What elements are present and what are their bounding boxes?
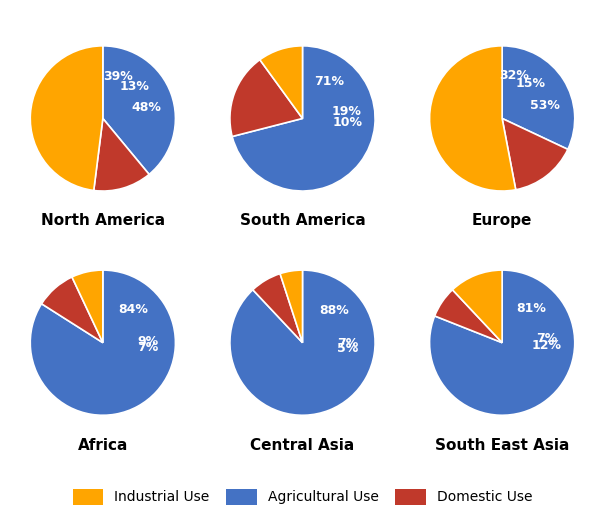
Text: 53%: 53%	[531, 99, 560, 112]
Title: North America: North America	[41, 213, 165, 228]
Text: 10%: 10%	[332, 116, 362, 129]
Title: South East Asia: South East Asia	[435, 438, 569, 453]
Title: Europe: Europe	[472, 213, 532, 228]
Wedge shape	[280, 270, 302, 343]
Wedge shape	[42, 277, 103, 343]
Wedge shape	[253, 274, 302, 343]
Wedge shape	[502, 46, 575, 149]
Text: 81%: 81%	[517, 302, 546, 315]
Wedge shape	[230, 60, 302, 137]
Wedge shape	[430, 270, 575, 416]
Text: 32%: 32%	[500, 69, 529, 82]
Wedge shape	[430, 46, 515, 191]
Wedge shape	[232, 46, 375, 191]
Text: 84%: 84%	[118, 303, 148, 316]
Text: 15%: 15%	[516, 77, 546, 90]
Wedge shape	[453, 270, 502, 343]
Wedge shape	[72, 270, 103, 343]
Wedge shape	[502, 118, 568, 190]
Title: Central Asia: Central Asia	[250, 438, 355, 453]
Text: 7%: 7%	[137, 341, 158, 354]
Wedge shape	[103, 46, 175, 174]
Text: 88%: 88%	[319, 304, 348, 317]
Wedge shape	[30, 46, 103, 191]
Text: 71%: 71%	[313, 75, 344, 89]
Text: 19%: 19%	[332, 104, 362, 117]
Title: South America: South America	[240, 213, 365, 228]
Text: 7%: 7%	[337, 337, 358, 351]
Text: 48%: 48%	[131, 101, 162, 114]
Title: Africa: Africa	[77, 438, 128, 453]
Wedge shape	[434, 290, 502, 343]
Wedge shape	[94, 118, 149, 191]
Wedge shape	[30, 270, 175, 416]
Text: 39%: 39%	[103, 70, 132, 82]
Text: 7%: 7%	[536, 332, 558, 345]
Text: 12%: 12%	[532, 340, 562, 352]
Wedge shape	[260, 46, 302, 118]
Text: 5%: 5%	[336, 342, 358, 355]
Wedge shape	[230, 270, 375, 416]
Legend: Industrial Use, Agricultural Use, Domestic Use: Industrial Use, Agricultural Use, Domest…	[65, 482, 540, 512]
Text: 9%: 9%	[137, 335, 159, 348]
Text: 13%: 13%	[120, 80, 150, 93]
